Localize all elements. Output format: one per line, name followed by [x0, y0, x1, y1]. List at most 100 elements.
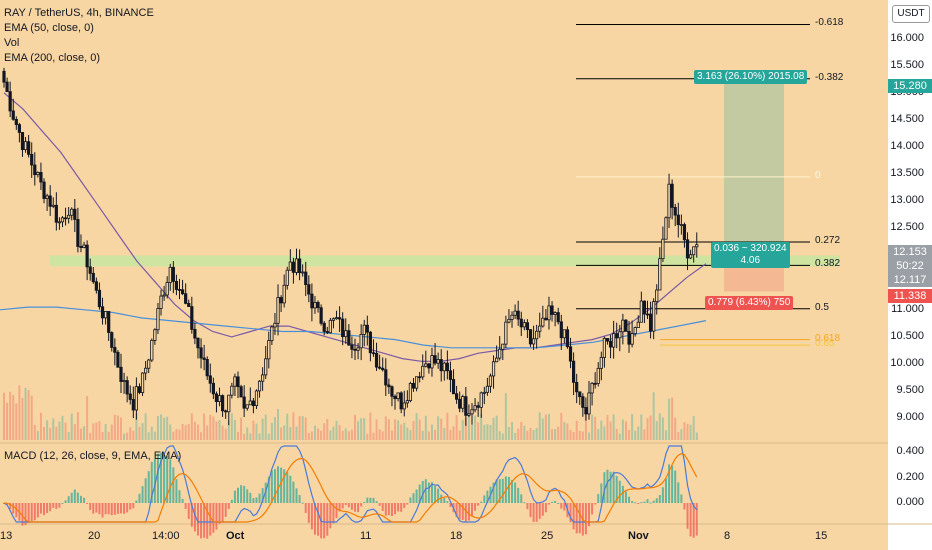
volume-bar-101 [313, 425, 316, 440]
macd-hist-147 [455, 503, 458, 518]
macd-hist-16 [52, 503, 55, 508]
volume-bar-167 [517, 428, 520, 440]
macd-hist-35 [110, 503, 113, 516]
volume-bar-12 [39, 412, 42, 440]
volume-bar-57 [178, 429, 181, 440]
ema50-legend[interactable]: EMA (50, close, 0) [4, 22, 94, 34]
macd-hist-49 [153, 459, 156, 503]
candle-body-46 [144, 367, 148, 374]
price-tick-4: 14.000 [890, 140, 924, 153]
target-price-tag: 15.280 [888, 79, 932, 93]
macd-hist-51 [160, 452, 163, 503]
macd-hist-138 [427, 482, 430, 503]
volume-bar-70 [218, 420, 221, 440]
volume-bar-174 [538, 412, 541, 440]
candle-body-190 [587, 392, 591, 415]
macd-hist-161 [498, 479, 501, 503]
candle-body-37 [116, 351, 120, 368]
candle-body-223 [689, 254, 693, 259]
volume-legend[interactable]: Vol [4, 37, 20, 49]
candle-body-106 [328, 319, 332, 334]
macd-hist-175 [541, 503, 544, 516]
macd-hist-137 [424, 479, 427, 503]
candle-body-134 [414, 376, 419, 389]
stop-badge[interactable]: 0.779 (6.43%) 750 [705, 296, 794, 310]
candle-body-137 [424, 363, 428, 367]
candle-body-212 [655, 289, 659, 303]
candle-body-198 [612, 333, 616, 348]
macd-hist-10 [33, 503, 36, 521]
volume-bar-45 [141, 423, 144, 440]
volume-bar-162 [501, 433, 504, 440]
candle-body-138 [427, 363, 431, 369]
candle-body-97 [301, 271, 305, 274]
macd-hist-22 [70, 492, 73, 503]
macd-hist-98 [304, 503, 307, 513]
volume-bar-72 [224, 428, 227, 440]
candle-body-197 [608, 340, 613, 348]
bar-countdown: 50:22 [896, 260, 924, 272]
candle-body-63 [196, 337, 200, 349]
volume-bar-150 [464, 417, 467, 440]
volume-bar-99 [307, 433, 310, 440]
macd-hist-76 [237, 487, 239, 503]
volume-bar-147 [455, 415, 458, 440]
candle-body-67 [208, 375, 212, 384]
target-badge[interactable]: 3.163 (26.10%) 2015.08 [694, 70, 808, 84]
candle-body-120 [371, 352, 376, 355]
macd-hist-203 [628, 496, 631, 503]
volume-bar-222 [686, 423, 689, 440]
macd-hist-24 [76, 492, 79, 503]
candle-body-186 [575, 381, 579, 393]
symbol-title[interactable]: RAY / TetherUS, 4h, BINANCE [4, 7, 154, 19]
candle-body-165 [510, 314, 514, 320]
candle-body-57 [177, 289, 182, 291]
macd-hist-162 [501, 478, 504, 503]
currency-button[interactable]: USDT [892, 5, 930, 23]
candle-body-173 [535, 330, 539, 340]
volume-bar-108 [335, 420, 338, 440]
candle-body-2 [8, 91, 12, 112]
volume-bar-164 [507, 427, 510, 440]
candle-body-167 [516, 310, 520, 320]
candle-body-126 [390, 386, 394, 397]
candle-body-161 [498, 348, 502, 359]
macd-hist-15 [49, 503, 52, 512]
price-tick-5: 13.500 [890, 167, 924, 180]
macd-hist-72 [224, 503, 227, 517]
candle-body-213 [658, 258, 662, 291]
candle-body-100 [310, 293, 314, 309]
macd-hist-105 [326, 503, 329, 536]
macd-hist-73 [227, 503, 230, 509]
volume-bar-205 [634, 430, 637, 440]
macd-hist-109 [338, 503, 341, 512]
macd-hist-148 [458, 503, 461, 520]
volume-bar-128 [397, 420, 400, 440]
volume-bar-85 [264, 414, 267, 440]
macd-hist-128 [397, 503, 400, 512]
candle-body-205 [633, 327, 637, 335]
candle-body-5 [17, 124, 21, 133]
candle-body-211 [652, 301, 656, 332]
macd-hist-191 [591, 503, 594, 515]
macd-legend[interactable]: MACD (12, 26, close, 9, EMA, EMA) [4, 450, 182, 462]
candle-body-189 [584, 407, 588, 415]
macd-hist-214 [661, 487, 664, 503]
volume-bar-17 [55, 426, 58, 440]
macd-hist-180 [557, 502, 560, 504]
candle-body-26 [82, 244, 86, 248]
macd-hist-127 [394, 503, 397, 515]
ema200-legend[interactable]: EMA (200, close, 0) [4, 52, 100, 64]
volume-bar-37 [116, 415, 119, 440]
candle-body-147 [455, 393, 459, 400]
volume-bar-206 [637, 426, 640, 440]
macd-hist-174 [538, 503, 541, 519]
volume-bar-51 [160, 414, 163, 440]
candle-body-21 [67, 214, 71, 219]
volume-bar-165 [511, 422, 514, 440]
entry-badge[interactable]: 0.036 ~ 320.924 4.06 [711, 242, 790, 268]
volume-bar-104 [323, 423, 326, 440]
macd-hist-155 [480, 501, 483, 503]
volume-bar-68 [212, 416, 215, 440]
candle-body-22 [70, 208, 74, 216]
